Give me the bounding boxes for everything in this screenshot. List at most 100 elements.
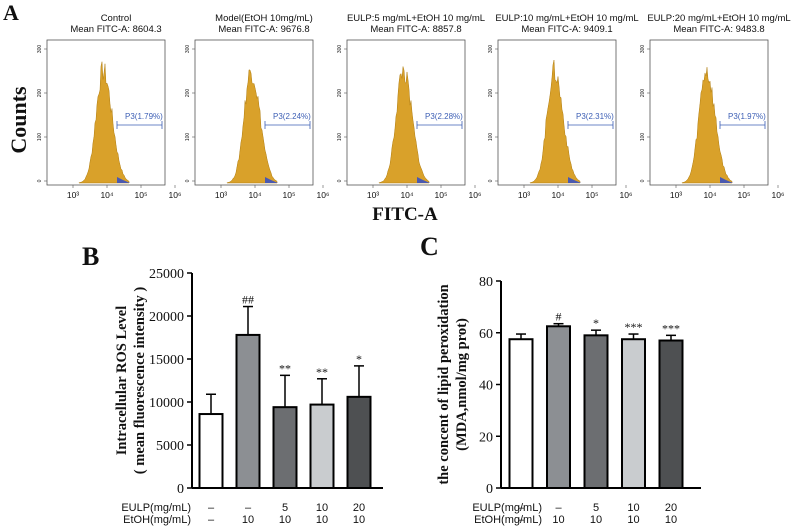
bar [235, 333, 261, 490]
gated-tail [720, 177, 733, 183]
x-tick-label: 10³ [518, 190, 530, 200]
gate-label: P3(1.97%) [728, 112, 766, 121]
histogram-mean: Mean FITC-A: 9676.8 [218, 24, 309, 35]
y-tick-label: 60 [479, 327, 493, 342]
x-tick-label: 10³ [215, 190, 227, 200]
etoh-dose-label: 10 [627, 514, 639, 526]
significance-label: * [356, 352, 362, 366]
x-tick-label: 10⁴ [100, 190, 113, 200]
etoh-row-label: EtOH(mg/mL) [474, 514, 542, 526]
y-tick-label: 80 [479, 275, 493, 290]
x-tick-label: 10⁶ [169, 190, 182, 200]
y-tick-label: 200 [337, 89, 343, 98]
histogram-mean: Mean FITC-A: 8604.3 [70, 24, 161, 35]
histogram-frame [346, 39, 466, 186]
bar [583, 334, 609, 489]
gate-label: P3(2.24%) [273, 112, 311, 121]
y-tick-label: 20 [479, 430, 493, 445]
etoh-dose-label: – [518, 514, 525, 526]
bar [546, 325, 571, 489]
x-tick-label: 10⁴ [248, 190, 261, 200]
etoh-dose-label: 10 [316, 514, 328, 526]
gated-tail [417, 177, 430, 183]
eulp-dose-label: 5 [593, 502, 599, 514]
counts-axis-label: Counts [6, 86, 31, 154]
y-tick-label: 0 [640, 179, 646, 182]
y-tick-label: 40 [479, 379, 493, 394]
y-tick-label: 300 [488, 45, 494, 54]
histogram-title: EULP:20 mg/mL+EtOH 10 mg/mL [647, 13, 790, 24]
eulp-dose-label: – [518, 502, 525, 514]
y-tick-label: 10000 [149, 396, 184, 411]
eulp-dose-label: – [555, 502, 562, 514]
y-tick-label: 0 [486, 482, 493, 497]
histogram-title: Model(EtOH 10mg/mL) [215, 13, 313, 24]
fluorescence-histogram [681, 67, 733, 184]
y-tick-label: 0 [488, 179, 494, 182]
significance-label: ## [242, 293, 254, 307]
gate-label: P3(2.31%) [576, 112, 614, 121]
histogram-frame [649, 39, 769, 186]
histogram-frame [194, 39, 314, 186]
y-tick-label: 25000 [149, 267, 184, 282]
x-tick-label: 10³ [367, 190, 379, 200]
y-tick-label: 0 [337, 179, 343, 182]
bar [621, 338, 646, 489]
fitc-axis-label: FITC-A [372, 204, 438, 225]
x-tick-label: 10⁵ [135, 190, 148, 200]
eulp-dose-label: 20 [353, 502, 365, 514]
x-tick-label: 10⁵ [283, 190, 296, 200]
y-tick-label: 200 [185, 89, 191, 98]
x-tick-label: 10⁶ [469, 190, 482, 200]
bar [198, 413, 224, 490]
panel-letter-c: C [420, 232, 439, 261]
x-tick-label: 10⁴ [703, 190, 716, 200]
y-tick-label: 100 [337, 133, 343, 142]
eulp-dose-label: 10 [627, 502, 639, 514]
histogram-title: Control [101, 13, 132, 24]
y-tick-label: 200 [640, 89, 646, 98]
x-tick-label: 10⁵ [435, 190, 448, 200]
bar [658, 339, 684, 490]
x-tick-label: 10⁴ [400, 190, 413, 200]
etoh-dose-label: – [208, 514, 215, 526]
chart-c: 0 20 40 60 80 the concent of lipid peroxidati… [436, 275, 701, 526]
histogram-title: EULP:5 mg/mL+EtOH 10 mg/mL [347, 13, 485, 24]
significance-label: # [556, 310, 562, 324]
y-tick-label: 0 [185, 179, 191, 182]
gate-label: P3(1.79%) [125, 112, 163, 121]
eulp-dose-label: 20 [665, 502, 677, 514]
y-tick-label: 0 [177, 482, 184, 497]
significance-label: ** [316, 365, 328, 379]
y-axis-label: (MDA,nmol/mg prot) [454, 318, 470, 451]
significance-label: * [593, 316, 599, 330]
x-tick-label: 10³ [670, 190, 682, 200]
y-tick-label: 300 [37, 45, 43, 54]
histogram-frame [46, 39, 166, 186]
gated-tail [117, 177, 130, 183]
y-tick-label: 200 [488, 89, 494, 98]
gated-tail [265, 177, 278, 183]
eulp-dose-label: – [245, 502, 252, 514]
bar [309, 403, 335, 489]
x-tick-label: 10⁴ [551, 190, 564, 200]
bar [508, 338, 534, 489]
significance-label: ** [279, 361, 291, 375]
y-tick-label: 300 [185, 45, 191, 54]
eulp-dose-label: 5 [282, 502, 288, 514]
x-tick-label: 10⁶ [317, 190, 330, 200]
y-tick-label: 100 [640, 133, 646, 142]
gate-label: P3(2.28%) [425, 112, 463, 121]
x-tick-label: 10⁶ [620, 190, 633, 200]
fluorescence-histogram [378, 66, 430, 184]
y-axis-label: the concent of lipid peroxidation [436, 284, 452, 484]
y-axis-label: Intracellular ROS Level [114, 306, 130, 456]
y-tick-label: 200 [37, 89, 43, 98]
y-tick-label: 20000 [149, 310, 184, 325]
fluorescence-histogram [529, 59, 581, 184]
